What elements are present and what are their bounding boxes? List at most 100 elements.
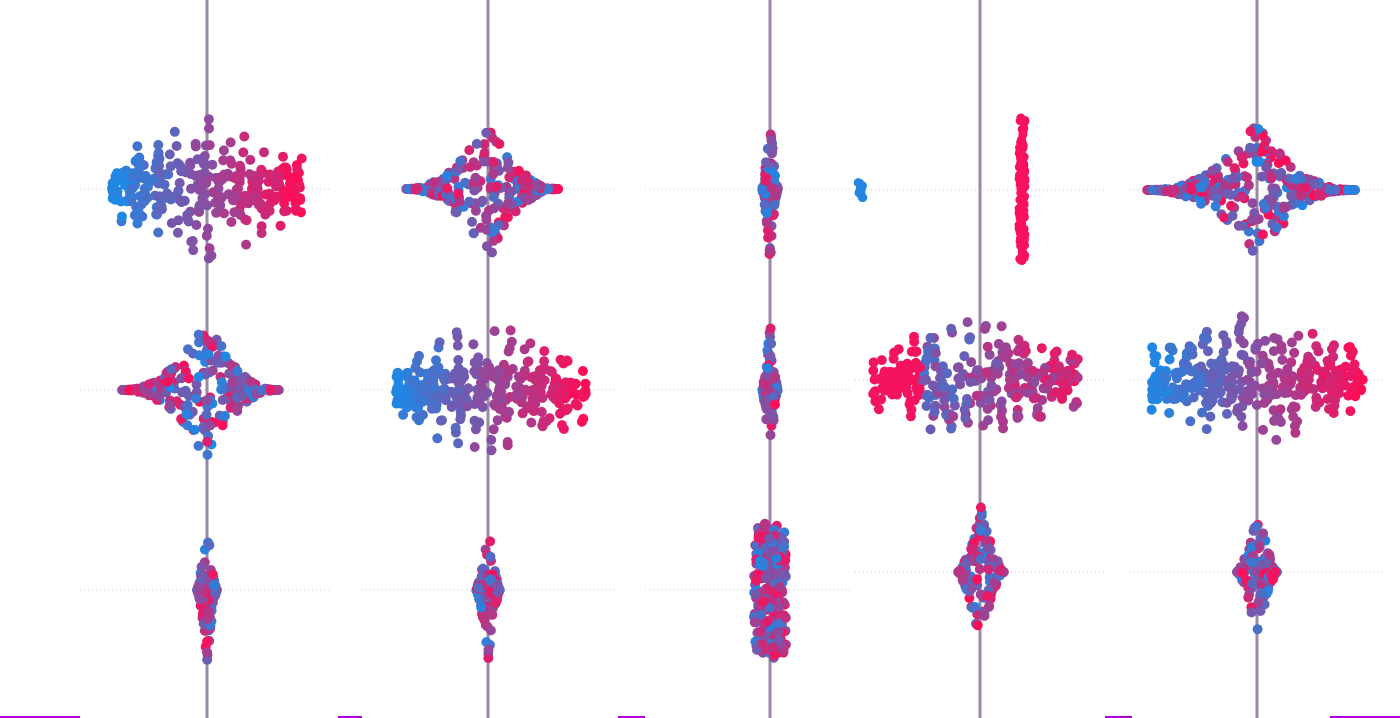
dot <box>452 340 463 351</box>
dot <box>959 351 970 362</box>
dot <box>1251 521 1262 532</box>
dot <box>435 415 446 426</box>
dot <box>1186 184 1197 195</box>
dot <box>763 232 774 243</box>
dot <box>1280 388 1290 399</box>
dot <box>494 404 505 415</box>
dot <box>770 372 781 383</box>
dot <box>204 540 215 551</box>
dot <box>486 434 497 445</box>
dot <box>557 420 567 431</box>
dot <box>758 596 768 607</box>
dot <box>391 383 402 394</box>
dot <box>1289 421 1300 432</box>
dot <box>909 336 920 347</box>
dot <box>1164 408 1175 418</box>
dot <box>503 346 514 357</box>
dot <box>1226 372 1237 383</box>
dot <box>144 379 154 390</box>
dot <box>259 147 269 158</box>
dot <box>530 374 541 385</box>
dot <box>1311 392 1322 403</box>
dot <box>1225 189 1236 200</box>
dot <box>1325 360 1336 371</box>
dot <box>413 383 424 394</box>
dot <box>1153 388 1164 399</box>
dot <box>751 575 761 586</box>
dot <box>1247 245 1258 256</box>
dot <box>450 422 461 433</box>
dot <box>208 569 218 580</box>
dot <box>761 370 772 381</box>
dot <box>205 420 216 431</box>
dot <box>164 400 175 411</box>
dot <box>187 236 198 246</box>
dot <box>391 371 402 382</box>
dot <box>966 357 977 368</box>
dot <box>1302 356 1313 367</box>
dot <box>769 200 780 211</box>
dot <box>855 183 865 193</box>
dot <box>217 192 227 203</box>
dot <box>761 173 771 183</box>
dot <box>531 384 542 395</box>
dot <box>476 602 487 613</box>
dot <box>1256 358 1267 369</box>
dot <box>502 212 513 223</box>
dot <box>1020 346 1031 356</box>
dot <box>930 348 941 359</box>
dot <box>1345 406 1356 417</box>
dot <box>481 241 492 252</box>
dot <box>953 362 964 373</box>
dot <box>1252 624 1263 635</box>
dot <box>1185 416 1196 427</box>
dot <box>921 401 932 411</box>
dot <box>978 420 989 431</box>
dot <box>1147 342 1158 353</box>
dot <box>202 636 213 647</box>
dot <box>925 332 936 343</box>
dot <box>1219 179 1230 190</box>
dot <box>1255 606 1266 616</box>
dot <box>1242 172 1253 183</box>
dot <box>773 635 784 645</box>
dot <box>264 205 275 216</box>
dot <box>1290 173 1301 184</box>
dot <box>279 162 290 173</box>
dot <box>1222 156 1233 167</box>
dot <box>462 401 473 412</box>
dot <box>555 408 565 419</box>
dot <box>948 411 959 422</box>
dot <box>257 385 268 396</box>
dot <box>1207 165 1218 176</box>
dot <box>235 160 245 171</box>
dot <box>1357 374 1368 385</box>
dot <box>411 412 422 423</box>
dot <box>1350 391 1361 402</box>
dot <box>193 329 204 340</box>
dot <box>1044 377 1055 388</box>
dot <box>1257 229 1268 240</box>
dot <box>756 609 767 620</box>
dot <box>1318 370 1329 381</box>
dot <box>142 192 153 203</box>
dot <box>1257 560 1268 570</box>
dot <box>766 135 777 146</box>
dot <box>930 361 941 372</box>
dot <box>972 620 983 631</box>
dot <box>517 408 528 419</box>
dot <box>1350 185 1360 195</box>
dot <box>769 650 780 660</box>
dot <box>452 164 463 175</box>
dot <box>1220 364 1231 375</box>
dot <box>212 357 223 368</box>
dot <box>109 186 120 197</box>
dot <box>290 203 301 214</box>
dot <box>971 390 982 401</box>
dot <box>1238 338 1249 349</box>
dot <box>975 525 986 536</box>
dot <box>1330 394 1341 405</box>
dot <box>1330 184 1341 195</box>
dot <box>256 221 267 232</box>
dot <box>485 536 496 547</box>
